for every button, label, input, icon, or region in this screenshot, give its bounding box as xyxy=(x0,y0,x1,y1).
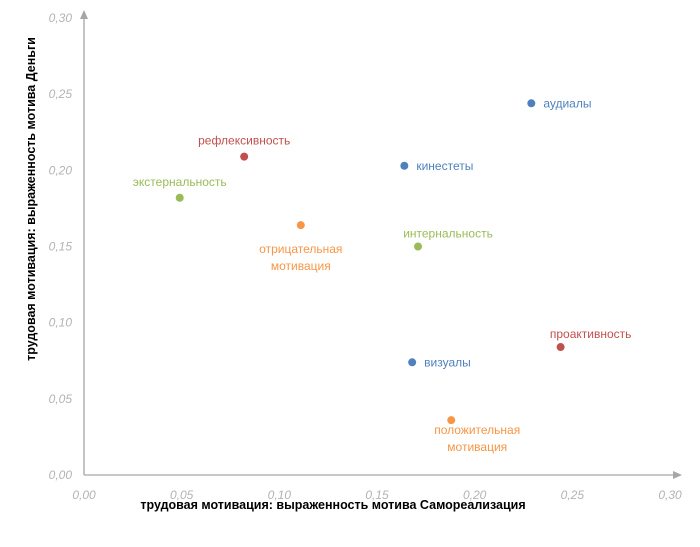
data-point xyxy=(447,416,456,425)
data-label: кинестеты xyxy=(416,159,473,173)
data-point xyxy=(408,358,417,367)
data-points xyxy=(175,99,565,425)
data-label: экстернальность xyxy=(133,175,227,189)
x-tick-label: 0,05 xyxy=(170,488,194,502)
data-point xyxy=(414,242,423,251)
data-label: проактивность xyxy=(550,327,632,341)
x-tick-label: 0,10 xyxy=(268,488,292,502)
x-axis-title: трудовая мотивация: выраженность мотива … xyxy=(140,498,525,512)
y-tick-label: 0,00 xyxy=(49,468,73,482)
y-tick-label: 0,30 xyxy=(49,11,73,25)
data-label: визуалы xyxy=(424,355,471,369)
data-point xyxy=(556,343,565,352)
x-axis-arrow xyxy=(673,471,682,479)
data-label: положительная мотивация xyxy=(434,423,520,454)
x-tick-label: 0,15 xyxy=(365,488,389,502)
data-point xyxy=(296,221,305,230)
y-tick-label: 0,05 xyxy=(49,392,73,406)
data-point xyxy=(400,161,409,170)
y-tick-label: 0,25 xyxy=(49,87,73,101)
y-tick-label: 0,15 xyxy=(49,240,73,254)
tick-labels: 0,00 0,05 0,10 0,15 0,20 0,25 0,30 0,00 0,05 0,10… xyxy=(49,11,682,502)
x-tick-label: 0,20 xyxy=(463,488,487,502)
data-labels: аудиалы кинестеты визуалы рефлексивность про… xyxy=(133,96,632,454)
y-axis-arrow xyxy=(80,10,88,19)
data-label: рефлексивность xyxy=(198,134,290,148)
data-point xyxy=(527,99,536,108)
x-tick-label: 0,30 xyxy=(658,488,682,502)
y-tick-label: 0,10 xyxy=(49,316,73,330)
data-point xyxy=(175,193,184,202)
data-label: аудиалы xyxy=(543,96,591,110)
data-point xyxy=(240,152,249,161)
y-tick-label: 0,20 xyxy=(49,163,73,177)
x-tick-label: 0,25 xyxy=(561,488,585,502)
axes xyxy=(80,10,682,479)
data-label: отрицательная мотивация xyxy=(259,242,342,273)
x-tick-label: 0,00 xyxy=(72,488,96,502)
y-axis-title: трудовая мотивация: выраженность мотива … xyxy=(24,37,38,361)
data-label: интернальность xyxy=(403,227,493,241)
